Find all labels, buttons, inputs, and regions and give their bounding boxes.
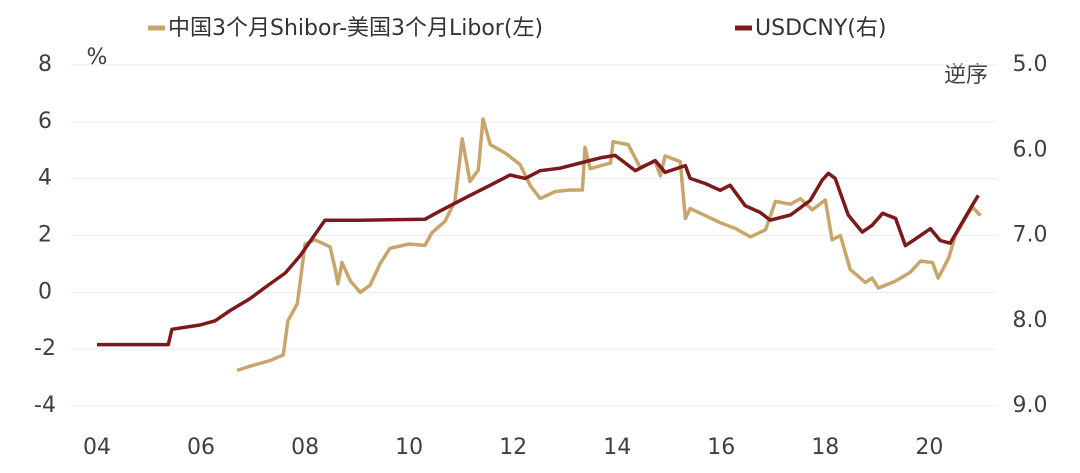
y2-tick-label: 9.0 — [1013, 393, 1048, 418]
y-tick-label: -4 — [34, 393, 56, 418]
y2-tick-label: 7.0 — [1013, 223, 1048, 248]
x-tick-label: 08 — [291, 435, 319, 460]
left-unit: % — [87, 45, 108, 70]
x-tick-label: 16 — [707, 435, 735, 460]
y2-tick-label: 8.0 — [1013, 308, 1048, 333]
legend-label: 中国3个月Shibor-美国3个月Libor(左) — [168, 16, 543, 41]
y-tick-label: 0 — [38, 279, 52, 304]
x-tick-label: 14 — [603, 435, 631, 460]
y-tick-label: 4 — [38, 166, 52, 191]
legend-label: USDCNY(右) — [755, 16, 886, 41]
y-tick-label: 8 — [38, 52, 52, 77]
y2-tick-label: 5.0 — [1013, 52, 1048, 77]
x-tick-label: 04 — [83, 435, 111, 460]
y-tick-label: -2 — [34, 336, 56, 361]
x-tick-label: 10 — [395, 435, 423, 460]
x-tick-label: 06 — [187, 435, 215, 460]
series-line — [236, 117, 982, 373]
legend: 中国3个月Shibor-美国3个月Libor(左) USDCNY(右) — [148, 16, 886, 41]
right-axis-note: 逆序 — [944, 63, 988, 88]
series-line — [97, 153, 980, 347]
x-tick-label: 12 — [499, 435, 527, 460]
x-tick-label: 20 — [915, 435, 943, 460]
y-tick-label: 2 — [38, 223, 52, 248]
y-tick-label: 6 — [38, 109, 52, 134]
y2-tick-label: 6.0 — [1013, 137, 1048, 162]
x-tick-label: 18 — [811, 435, 839, 460]
